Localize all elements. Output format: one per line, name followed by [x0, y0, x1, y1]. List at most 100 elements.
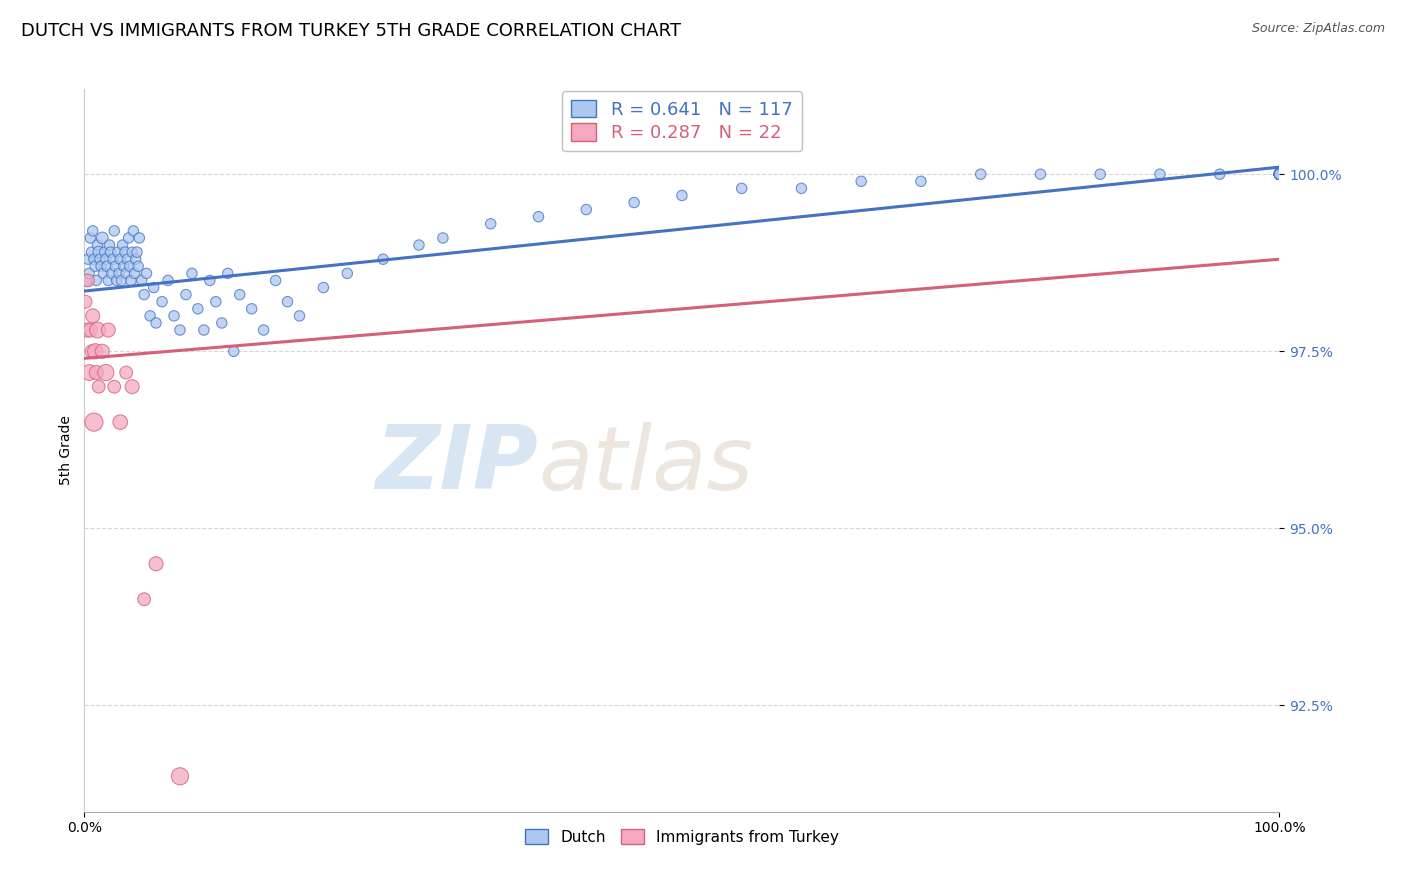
Point	[1268, 167, 1291, 181]
Point	[118, 260, 141, 274]
Point	[132, 592, 156, 607]
Text: Source: ZipAtlas.com: Source: ZipAtlas.com	[1251, 22, 1385, 36]
Point	[94, 252, 117, 267]
Point	[112, 260, 135, 274]
Point	[1268, 167, 1291, 181]
Point	[527, 210, 550, 224]
Point	[193, 323, 215, 337]
Point	[229, 287, 252, 301]
Point	[86, 238, 108, 252]
Point	[1268, 167, 1291, 181]
Point	[671, 188, 693, 202]
Point	[124, 266, 146, 280]
Point	[1268, 167, 1291, 181]
Point	[1268, 167, 1291, 181]
Point	[76, 273, 98, 287]
Point	[1268, 167, 1291, 181]
Point	[103, 224, 125, 238]
Point	[86, 323, 108, 337]
Point	[142, 280, 165, 294]
Point	[91, 231, 114, 245]
Point	[1268, 167, 1291, 181]
Point	[79, 231, 101, 245]
Point	[90, 260, 112, 274]
Point	[97, 273, 120, 287]
Point	[108, 266, 131, 280]
Point	[575, 202, 598, 217]
Point	[1268, 167, 1291, 181]
Text: ZIP: ZIP	[375, 421, 538, 508]
Point	[104, 260, 127, 274]
Point	[128, 231, 150, 245]
Point	[373, 252, 395, 267]
Point	[103, 380, 125, 394]
Point	[110, 273, 132, 287]
Point	[127, 260, 149, 274]
Point	[479, 217, 502, 231]
Point	[277, 294, 299, 309]
Point	[240, 301, 263, 316]
Point	[623, 195, 645, 210]
Point	[100, 245, 122, 260]
Point	[1090, 167, 1112, 181]
Point	[851, 174, 873, 188]
Point	[101, 252, 124, 267]
Point	[121, 245, 143, 260]
Point	[79, 323, 101, 337]
Point	[1268, 167, 1291, 181]
Point	[1268, 167, 1291, 181]
Point	[91, 344, 114, 359]
Point	[111, 238, 134, 252]
Point	[101, 266, 124, 280]
Point	[1268, 167, 1291, 181]
Point	[125, 252, 148, 267]
Point	[198, 273, 221, 287]
Point	[87, 245, 110, 260]
Point	[187, 301, 209, 316]
Point	[83, 252, 105, 267]
Point	[77, 273, 100, 287]
Point	[96, 260, 118, 274]
Point	[122, 224, 145, 238]
Point	[114, 245, 136, 260]
Point	[150, 294, 173, 309]
Point	[205, 294, 228, 309]
Point	[135, 266, 157, 280]
Point	[1268, 167, 1291, 181]
Point	[181, 266, 204, 280]
Point	[86, 366, 108, 380]
Point	[139, 309, 162, 323]
Point	[1268, 167, 1291, 181]
Point	[1029, 167, 1052, 181]
Legend: Dutch, Immigrants from Turkey: Dutch, Immigrants from Turkey	[519, 823, 845, 851]
Point	[75, 294, 97, 309]
Point	[1268, 167, 1291, 181]
Point	[125, 245, 148, 260]
Point	[117, 252, 139, 267]
Point	[408, 238, 430, 252]
Point	[264, 273, 287, 287]
Point	[1268, 167, 1291, 181]
Point	[157, 273, 180, 287]
Point	[1268, 167, 1291, 181]
Y-axis label: 5th Grade: 5th Grade	[59, 416, 73, 485]
Point	[77, 366, 100, 380]
Point	[312, 280, 335, 294]
Point	[790, 181, 813, 195]
Point	[82, 224, 104, 238]
Point	[1268, 167, 1291, 181]
Point	[94, 366, 117, 380]
Point	[89, 252, 111, 267]
Point	[336, 266, 359, 280]
Point	[145, 557, 167, 571]
Point	[115, 366, 138, 380]
Point	[86, 273, 108, 287]
Point	[169, 323, 191, 337]
Point	[1268, 167, 1291, 181]
Point	[211, 316, 233, 330]
Point	[120, 273, 142, 287]
Point	[77, 252, 100, 267]
Point	[77, 266, 100, 280]
Point	[1149, 167, 1171, 181]
Point	[174, 287, 197, 301]
